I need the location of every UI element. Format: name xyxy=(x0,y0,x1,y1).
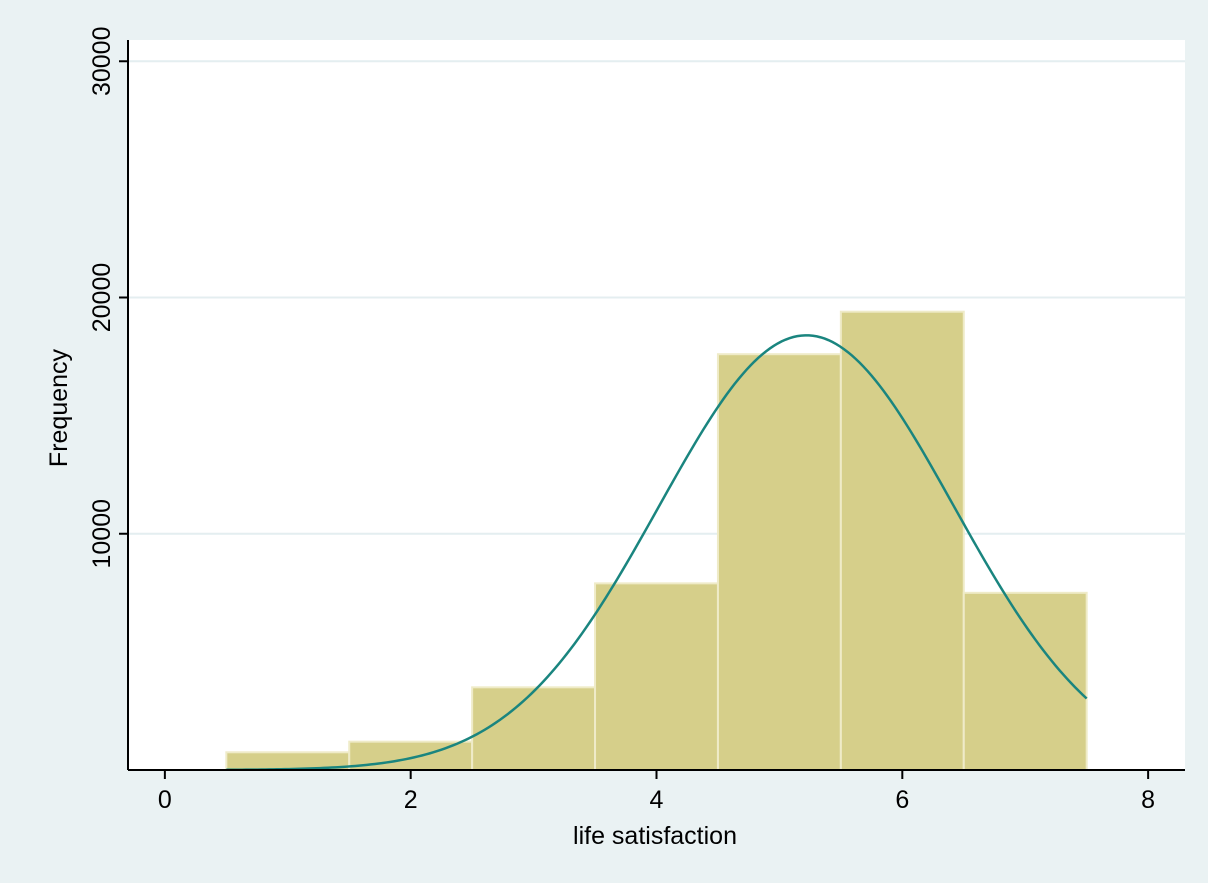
y-tick-label: 30000 xyxy=(88,26,116,96)
y-axis-ticks: 10000 20000 30000 xyxy=(88,26,128,569)
gridlines xyxy=(128,60,1185,535)
x-tick-label: 8 xyxy=(1141,786,1155,814)
histogram-bar xyxy=(839,310,965,771)
x-tick-label: 6 xyxy=(895,786,909,814)
histogram-bar xyxy=(716,353,842,771)
normal-density-curve xyxy=(226,334,1088,772)
x-tick-label: 0 xyxy=(158,786,172,814)
histogram-bars xyxy=(225,310,1088,772)
y-tick-label: 10000 xyxy=(88,499,116,569)
histogram-bar xyxy=(471,686,597,771)
y-axis-label: Frequency xyxy=(45,348,73,467)
x-axis-label: life satisfaction xyxy=(573,822,737,850)
histogram-bar xyxy=(594,582,719,772)
y-tick-label: 20000 xyxy=(88,263,116,333)
x-axis-ticks: 0 2 4 6 8 xyxy=(158,770,1155,814)
x-tick-label: 4 xyxy=(650,786,664,814)
x-tick-label: 2 xyxy=(404,786,418,814)
